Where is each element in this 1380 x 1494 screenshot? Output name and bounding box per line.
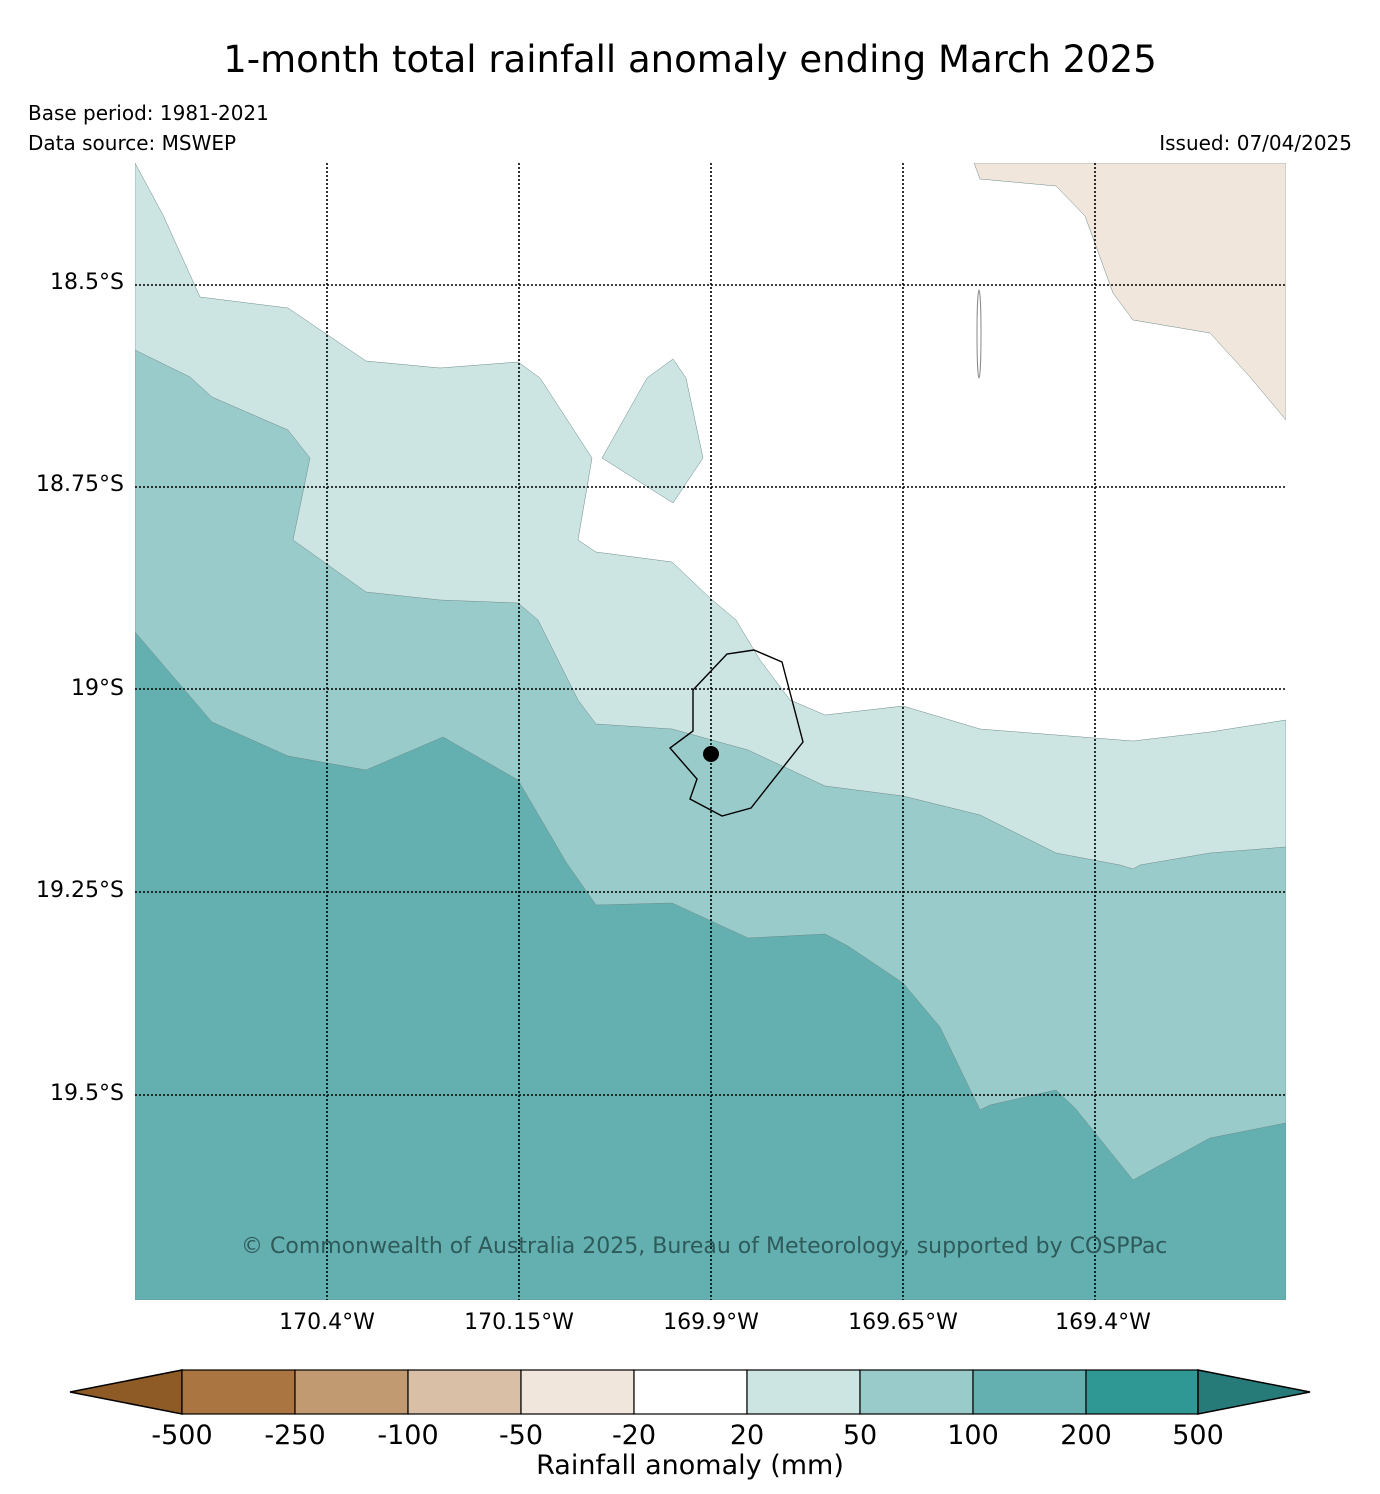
reef-outline bbox=[976, 289, 982, 379]
anomaly-zone-dry bbox=[973, 163, 1286, 421]
anomaly-zone-100-200 bbox=[135, 631, 1286, 1300]
colorbar-tick: -100 bbox=[377, 1420, 439, 1451]
colorbar-tick: -250 bbox=[264, 1420, 326, 1451]
colorbar-segment-2 bbox=[294, 1369, 409, 1415]
map-gridlines bbox=[135, 163, 1286, 1300]
colorbar-segment-6 bbox=[746, 1369, 861, 1415]
colorbar-tick: -50 bbox=[498, 1420, 544, 1451]
colorbar-segment-7 bbox=[859, 1369, 974, 1415]
colorbar-segment-1 bbox=[181, 1369, 296, 1415]
lon-label-169-65: 169.65°W bbox=[848, 1310, 958, 1335]
colorbar-tick: 50 bbox=[842, 1420, 878, 1451]
base-period-text: Base period: 1981-2021 bbox=[28, 101, 269, 125]
colorbar-title: Rainfall anomaly (mm) bbox=[536, 1450, 844, 1481]
lat-label-19-5: 19.5°S bbox=[50, 1081, 124, 1106]
colorbar-tick: 500 bbox=[1172, 1420, 1224, 1451]
lon-label-170-15: 170.15°W bbox=[464, 1310, 574, 1335]
colorbar-extend-low bbox=[69, 1369, 183, 1415]
lat-label-19: 19°S bbox=[71, 676, 124, 701]
colorbar-tick: -500 bbox=[151, 1420, 213, 1451]
lat-label-19-25: 19.25°S bbox=[36, 878, 124, 903]
location-marker bbox=[703, 746, 719, 762]
colorbar-tick: 100 bbox=[947, 1420, 999, 1451]
colorbar-segment-3 bbox=[407, 1369, 522, 1415]
colorbar-segment-9 bbox=[1085, 1369, 1199, 1415]
lon-label-169-4: 169.4°W bbox=[1055, 1310, 1151, 1335]
colorbar-tick: -20 bbox=[611, 1420, 657, 1451]
lat-label-18-5: 18.5°S bbox=[50, 270, 124, 295]
colorbar bbox=[69, 1369, 1311, 1415]
lon-label-170-4: 170.4°W bbox=[279, 1310, 375, 1335]
map-title: 1-month total rainfall anomaly ending Ma… bbox=[223, 38, 1157, 81]
copyright-notice: © Commonwealth of Australia 2025, Bureau… bbox=[241, 1234, 1168, 1259]
data-source-text: Data source: MSWEP bbox=[28, 131, 237, 155]
colorbar-segment-8 bbox=[972, 1369, 1087, 1415]
issued-date-text: Issued: 07/04/2025 bbox=[1159, 131, 1352, 155]
island-outline bbox=[668, 649, 804, 817]
colorbar-segment-4 bbox=[520, 1369, 635, 1415]
lon-label-169-9: 169.9°W bbox=[663, 1310, 759, 1335]
colorbar-extend-high bbox=[1197, 1369, 1311, 1415]
colorbar-tick: 20 bbox=[729, 1420, 765, 1451]
colorbar-segment-5 bbox=[633, 1369, 748, 1415]
lat-label-18-75: 18.75°S bbox=[36, 472, 124, 497]
anomaly-patch-20-50 bbox=[601, 358, 704, 504]
colorbar-tick: 200 bbox=[1060, 1420, 1112, 1451]
